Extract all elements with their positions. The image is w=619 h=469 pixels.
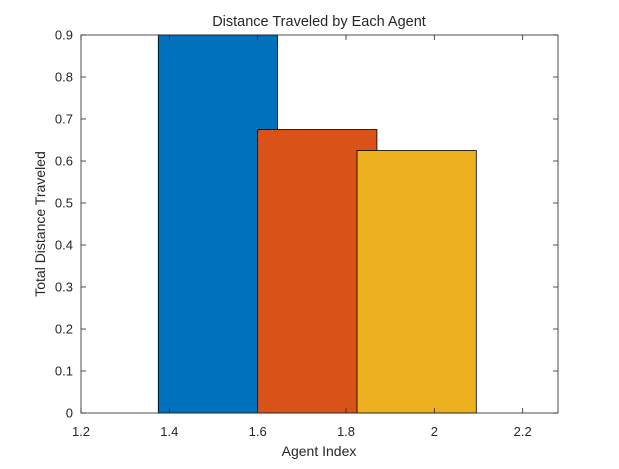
x-tick-label: 1.6 xyxy=(249,424,267,439)
y-tick-label: 0.2 xyxy=(55,322,73,337)
x-tick-label: 2.2 xyxy=(514,424,532,439)
y-tick-label: 0.9 xyxy=(55,28,73,43)
y-tick-label: 0.1 xyxy=(55,364,73,379)
y-tick-label: 0.5 xyxy=(55,196,73,211)
y-tick-label: 0.3 xyxy=(55,280,73,295)
y-tick-label: 0.6 xyxy=(55,154,73,169)
plot-frame xyxy=(80,34,559,414)
bar-3 xyxy=(356,150,477,414)
y-tick-label: 0.7 xyxy=(55,112,73,127)
x-tick-label: 2 xyxy=(431,424,438,439)
y-tick-label: 0.4 xyxy=(55,238,73,253)
x-tick-label: 1.8 xyxy=(337,424,355,439)
x-tick-label: 1.2 xyxy=(72,424,90,439)
y-axis-label: Total Distance Traveled xyxy=(32,151,48,297)
tick-labels-layer: 1.2 1.4 1.6 1.8 2 2.2 0 0.1 0.2 0.3 0.4 0.5 0.6 0.7 0.… xyxy=(55,28,532,440)
y-tick-label: 0 xyxy=(66,406,73,421)
chart-title: Distance Traveled by Each Agent xyxy=(212,14,426,30)
y-tick-label: 0.8 xyxy=(55,70,73,85)
bars-layer xyxy=(157,34,477,414)
x-tick-label: 1.4 xyxy=(160,424,178,439)
x-axis-label: Agent Index xyxy=(282,443,357,459)
